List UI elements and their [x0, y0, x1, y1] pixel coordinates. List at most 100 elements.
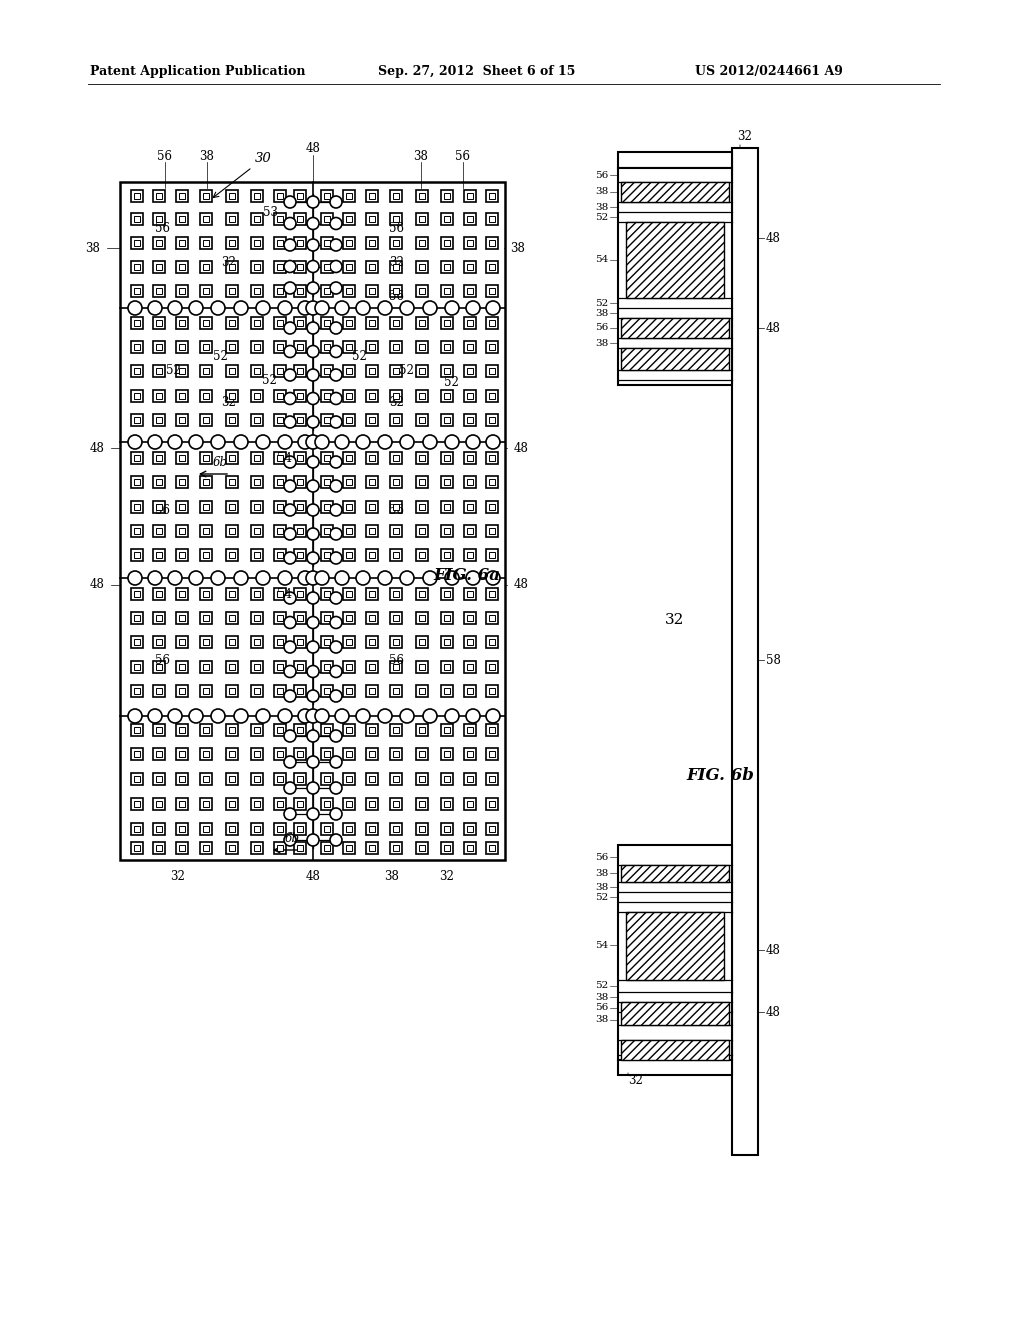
Bar — [274, 685, 286, 697]
Bar — [297, 727, 303, 733]
Circle shape — [284, 455, 296, 469]
Bar — [203, 193, 209, 199]
Bar — [176, 612, 188, 624]
Circle shape — [330, 480, 342, 492]
Bar — [489, 664, 495, 669]
Bar — [176, 842, 188, 854]
Circle shape — [284, 260, 296, 272]
Bar — [416, 414, 428, 426]
Bar — [441, 261, 453, 273]
Bar — [203, 504, 209, 510]
Bar — [200, 842, 212, 854]
Bar — [321, 285, 333, 297]
Bar — [393, 776, 399, 781]
Bar — [343, 477, 355, 488]
Bar — [444, 615, 450, 620]
Bar — [229, 288, 234, 294]
Bar — [297, 264, 303, 269]
Bar — [444, 504, 450, 510]
Circle shape — [284, 528, 296, 540]
Bar — [203, 417, 209, 422]
Bar — [441, 213, 453, 224]
Circle shape — [307, 239, 319, 251]
Bar — [251, 525, 263, 537]
Bar — [156, 193, 162, 199]
Bar — [486, 190, 498, 202]
Bar — [229, 321, 234, 326]
Bar — [229, 216, 234, 222]
Bar — [325, 321, 330, 326]
Bar — [131, 661, 143, 673]
Bar — [325, 393, 330, 399]
Circle shape — [256, 709, 270, 723]
Bar — [416, 477, 428, 488]
Circle shape — [356, 436, 370, 449]
Text: 52: 52 — [595, 298, 608, 308]
Circle shape — [330, 756, 342, 768]
Bar — [179, 727, 185, 733]
Bar — [274, 774, 286, 785]
Bar — [153, 238, 165, 249]
Bar — [366, 774, 378, 785]
Text: 52: 52 — [166, 363, 180, 376]
Circle shape — [330, 665, 342, 677]
Bar — [179, 591, 185, 597]
Bar — [274, 238, 286, 249]
Circle shape — [298, 436, 312, 449]
Bar — [251, 190, 263, 202]
Bar — [274, 190, 286, 202]
Bar — [489, 368, 495, 374]
Bar — [134, 826, 140, 832]
Bar — [489, 751, 495, 756]
Bar — [464, 285, 476, 297]
Bar — [179, 479, 185, 484]
Bar — [489, 552, 495, 558]
Bar — [321, 799, 333, 810]
Bar — [297, 417, 303, 422]
Bar — [321, 587, 333, 601]
Bar — [346, 751, 352, 756]
Circle shape — [211, 572, 225, 585]
Bar — [346, 727, 352, 733]
Bar — [274, 213, 286, 224]
Bar — [134, 504, 140, 510]
Bar — [390, 366, 402, 378]
Circle shape — [307, 195, 319, 209]
Bar — [618, 152, 732, 168]
Bar — [200, 799, 212, 810]
Bar — [393, 727, 399, 733]
Text: 6b: 6b — [285, 832, 299, 845]
Bar — [254, 504, 260, 510]
Bar — [274, 389, 286, 403]
Bar — [274, 477, 286, 488]
Bar — [176, 451, 188, 465]
Bar — [251, 366, 263, 378]
Circle shape — [307, 455, 319, 469]
Bar — [419, 845, 425, 851]
Bar — [176, 341, 188, 352]
Bar — [366, 285, 378, 297]
Bar — [179, 504, 185, 510]
Bar — [226, 636, 238, 648]
Text: 52: 52 — [443, 375, 459, 388]
Bar — [346, 240, 352, 246]
Circle shape — [234, 709, 248, 723]
Bar — [297, 321, 303, 326]
Text: 52: 52 — [351, 351, 367, 363]
Bar — [325, 345, 330, 350]
Bar — [366, 549, 378, 561]
Bar — [393, 615, 399, 620]
Bar — [226, 587, 238, 601]
Bar — [251, 451, 263, 465]
Bar — [441, 685, 453, 697]
Bar — [346, 264, 352, 269]
Circle shape — [278, 301, 292, 315]
Bar — [390, 285, 402, 297]
Bar — [416, 238, 428, 249]
Bar — [486, 587, 498, 601]
Bar — [156, 776, 162, 781]
Bar — [390, 502, 402, 513]
Bar — [274, 661, 286, 673]
Bar — [179, 751, 185, 756]
Bar — [176, 748, 188, 760]
